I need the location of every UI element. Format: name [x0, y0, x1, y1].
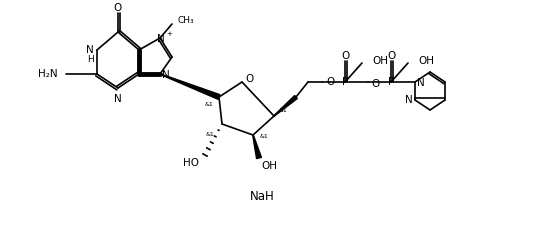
Text: N: N — [86, 45, 94, 55]
Text: &1: &1 — [260, 134, 269, 139]
Text: O: O — [326, 77, 334, 87]
Text: N: N — [157, 34, 165, 44]
Polygon shape — [253, 135, 262, 159]
Text: O: O — [387, 51, 395, 61]
Text: N: N — [405, 95, 413, 105]
Text: O: O — [245, 74, 253, 84]
Text: OH: OH — [372, 56, 388, 66]
Text: O: O — [371, 79, 379, 89]
Text: H₂N: H₂N — [39, 69, 58, 79]
Text: N: N — [417, 78, 425, 88]
Text: NaH: NaH — [250, 190, 274, 202]
Text: &1: &1 — [204, 102, 213, 106]
Text: +: + — [166, 31, 172, 37]
Text: P: P — [388, 77, 394, 87]
Text: &1: &1 — [205, 131, 214, 137]
Text: H: H — [87, 54, 94, 63]
Polygon shape — [160, 74, 220, 99]
Text: O: O — [114, 3, 122, 13]
Text: HO: HO — [183, 158, 199, 168]
Text: CH₃: CH₃ — [177, 17, 193, 26]
Text: OH: OH — [261, 161, 277, 171]
Text: &1: &1 — [279, 109, 288, 113]
Text: P: P — [342, 77, 348, 87]
Text: O: O — [341, 51, 349, 61]
Text: OH: OH — [418, 56, 434, 66]
Polygon shape — [274, 95, 297, 116]
Text: N: N — [114, 94, 122, 104]
Text: N: N — [162, 70, 170, 80]
